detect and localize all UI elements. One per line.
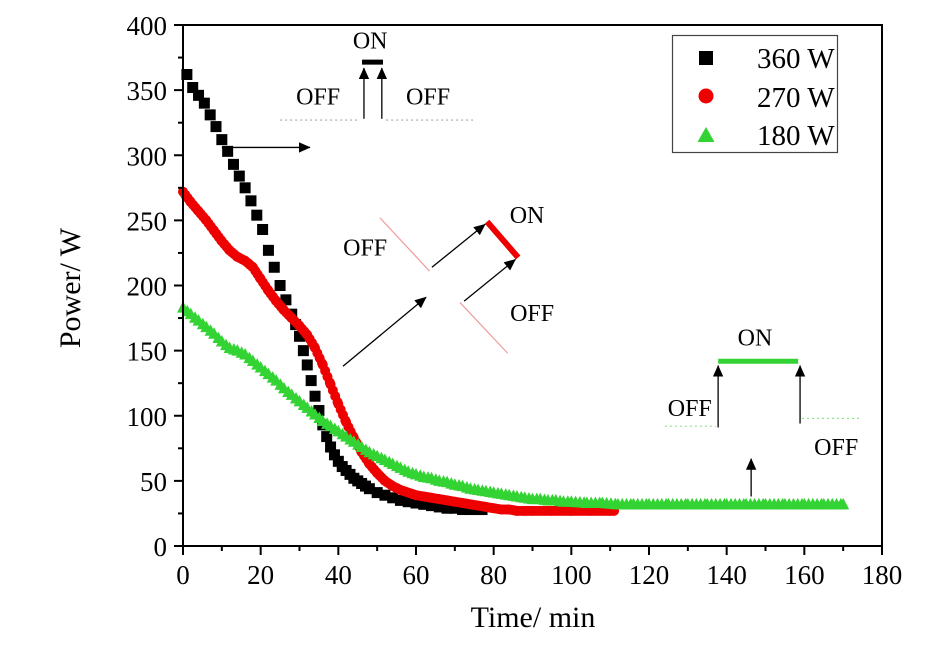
annotation-arrow — [342, 296, 427, 367]
on-label: ON — [510, 203, 545, 229]
legend-marker-triangle — [697, 127, 715, 142]
y-axis-title: Power/ W — [54, 227, 87, 348]
data-point — [371, 487, 383, 499]
legend-label-270w: 270 W — [757, 82, 835, 114]
y-tick-label: 150 — [127, 337, 168, 367]
data-point — [309, 390, 321, 402]
x-tick-label: 20 — [247, 560, 274, 590]
data-point — [193, 89, 205, 101]
data-point — [441, 502, 453, 514]
y-tick-label: 300 — [127, 141, 168, 171]
data-point — [268, 261, 280, 273]
y-tick-label: 350 — [127, 76, 168, 106]
y-tick-label: 200 — [127, 272, 168, 302]
legend-label-360w: 360 W — [757, 43, 835, 75]
data-point — [198, 97, 210, 109]
x-tick-label: 140 — [706, 560, 747, 590]
y-tick-label: 250 — [127, 206, 168, 236]
x-tick-label: 180 — [862, 560, 903, 590]
y-tick-label: 400 — [127, 11, 168, 41]
on-label: ON — [738, 326, 773, 352]
y-tick-label: 50 — [140, 467, 167, 497]
data-point — [449, 502, 461, 514]
data-point — [464, 504, 476, 516]
legend-marker-circle — [698, 88, 714, 104]
y-tick-label: 100 — [127, 402, 168, 432]
data-point — [305, 375, 317, 387]
legend-label-180w: 180 W — [757, 120, 835, 152]
duty-cycle-annotations: ON OFF OFF ON OFF OFF ON OFF OFF — [221, 29, 860, 497]
data-point — [257, 223, 269, 235]
data-point — [262, 244, 274, 256]
data-point — [418, 498, 430, 510]
data-point — [187, 82, 199, 94]
series-270w — [178, 186, 620, 516]
x-tick-label: 120 — [629, 560, 670, 590]
annotation-arrow — [463, 258, 516, 302]
data-point — [433, 501, 445, 513]
off-label: OFF — [296, 85, 340, 111]
x-axis-title: Time/ min — [471, 601, 596, 634]
data-point — [426, 500, 438, 512]
x-tick-label: 60 — [403, 560, 430, 590]
annotation-arrow — [431, 223, 486, 268]
off-label: OFF — [668, 396, 712, 422]
x-tick-label: 0 — [176, 560, 190, 590]
on-segment — [484, 219, 521, 260]
off-baseline — [459, 302, 509, 354]
data-point — [410, 497, 422, 509]
annotation-180w: ON OFF OFF — [664, 326, 860, 497]
off-label: OFF — [406, 85, 450, 111]
data-point — [227, 158, 239, 170]
off-baseline — [379, 217, 431, 272]
data-point — [297, 345, 309, 357]
data-point — [328, 449, 340, 461]
data-point — [294, 330, 305, 342]
data-point — [837, 497, 850, 510]
x-tick-label: 40 — [325, 560, 352, 590]
axes-layer: 0 20 40 60 80 100 120 140 160 180 0 50 100 150 200 250 3… — [127, 11, 903, 590]
series-360w — [181, 68, 488, 516]
data-series-layer — [177, 68, 850, 516]
data-point — [313, 405, 325, 417]
data-point — [363, 483, 375, 495]
x-tick-label: 160 — [784, 560, 825, 590]
legend-marker-square — [699, 51, 713, 65]
data-point — [457, 504, 469, 516]
data-point — [387, 492, 399, 504]
on-label: ON — [353, 29, 388, 55]
annotation-360w: ON OFF OFF — [221, 29, 474, 153]
y-tick-label: 0 — [154, 532, 168, 562]
legend: 360 W 270 W 180 W — [671, 34, 839, 154]
data-point — [394, 494, 406, 506]
off-label: OFF — [814, 435, 858, 461]
series-180w — [177, 301, 850, 510]
data-point — [181, 68, 193, 80]
data-point — [204, 109, 216, 121]
data-point — [379, 489, 391, 501]
data-point — [239, 182, 251, 194]
off-label: OFF — [343, 236, 387, 262]
data-point — [301, 359, 313, 371]
data-point — [210, 121, 222, 133]
data-point — [233, 170, 245, 182]
data-point — [325, 441, 337, 453]
off-label: OFF — [510, 301, 554, 327]
data-point — [274, 280, 286, 291]
data-point — [402, 496, 414, 508]
data-point — [216, 134, 228, 146]
data-point — [251, 209, 263, 221]
x-tick-label: 80 — [480, 560, 507, 590]
annotation-270w: ON OFF OFF — [342, 203, 554, 367]
x-tick-label: 100 — [551, 560, 592, 590]
data-point — [321, 431, 333, 443]
data-point — [222, 145, 234, 157]
data-point — [280, 294, 292, 306]
data-point — [245, 195, 257, 207]
